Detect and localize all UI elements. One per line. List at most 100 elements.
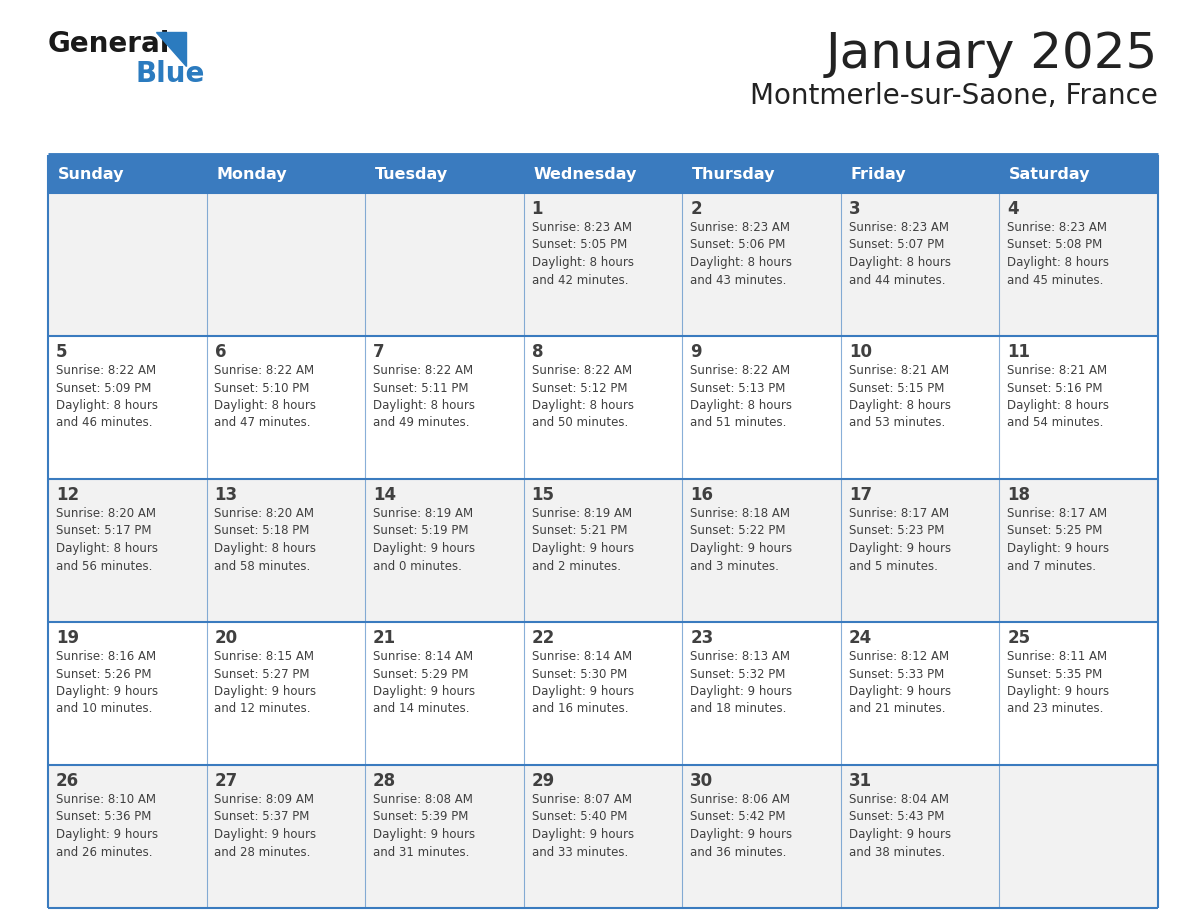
Bar	[682, 765, 841, 908]
Text: 19: 19	[56, 629, 80, 647]
Text: Sunrise: 8:23 AM
Sunset: 5:06 PM
Daylight: 8 hours
and 43 minutes.: Sunrise: 8:23 AM Sunset: 5:06 PM Dayligh…	[690, 221, 792, 286]
Text: Blue: Blue	[135, 60, 206, 88]
Bar	[48, 765, 207, 908]
Text: January 2025: January 2025	[826, 30, 1158, 78]
Bar	[48, 155, 1158, 193]
Text: 29: 29	[532, 772, 555, 790]
Text: 15: 15	[532, 486, 555, 504]
Bar	[207, 336, 365, 479]
Bar	[999, 193, 1158, 336]
Text: 11: 11	[1007, 343, 1030, 361]
Text: General: General	[48, 30, 170, 58]
Text: 18: 18	[1007, 486, 1030, 504]
Text: 7: 7	[373, 343, 385, 361]
Text: Sunrise: 8:04 AM
Sunset: 5:43 PM
Daylight: 9 hours
and 38 minutes.: Sunrise: 8:04 AM Sunset: 5:43 PM Dayligh…	[848, 793, 950, 858]
Text: 12: 12	[56, 486, 80, 504]
Text: Sunrise: 8:06 AM
Sunset: 5:42 PM
Daylight: 9 hours
and 36 minutes.: Sunrise: 8:06 AM Sunset: 5:42 PM Dayligh…	[690, 793, 792, 858]
Bar	[207, 193, 365, 336]
Text: 31: 31	[848, 772, 872, 790]
Bar	[999, 479, 1158, 622]
Bar	[48, 193, 207, 336]
Text: Saturday: Saturday	[1009, 166, 1091, 182]
Text: Sunrise: 8:20 AM
Sunset: 5:17 PM
Daylight: 8 hours
and 56 minutes.: Sunrise: 8:20 AM Sunset: 5:17 PM Dayligh…	[56, 507, 158, 573]
Text: 17: 17	[848, 486, 872, 504]
Text: Sunrise: 8:17 AM
Sunset: 5:23 PM
Daylight: 9 hours
and 5 minutes.: Sunrise: 8:17 AM Sunset: 5:23 PM Dayligh…	[848, 507, 950, 573]
Text: 13: 13	[215, 486, 238, 504]
Bar	[841, 193, 999, 336]
Text: Sunrise: 8:23 AM
Sunset: 5:08 PM
Daylight: 8 hours
and 45 minutes.: Sunrise: 8:23 AM Sunset: 5:08 PM Dayligh…	[1007, 221, 1110, 286]
Polygon shape	[156, 32, 187, 66]
Text: Sunrise: 8:19 AM
Sunset: 5:19 PM
Daylight: 9 hours
and 0 minutes.: Sunrise: 8:19 AM Sunset: 5:19 PM Dayligh…	[373, 507, 475, 573]
Text: Sunrise: 8:16 AM
Sunset: 5:26 PM
Daylight: 9 hours
and 10 minutes.: Sunrise: 8:16 AM Sunset: 5:26 PM Dayligh…	[56, 650, 158, 715]
Text: 23: 23	[690, 629, 714, 647]
Text: 25: 25	[1007, 629, 1030, 647]
Text: Sunrise: 8:21 AM
Sunset: 5:16 PM
Daylight: 8 hours
and 54 minutes.: Sunrise: 8:21 AM Sunset: 5:16 PM Dayligh…	[1007, 364, 1110, 430]
Bar	[524, 336, 682, 479]
Text: 3: 3	[848, 200, 860, 218]
Bar	[999, 765, 1158, 908]
Bar	[365, 622, 524, 765]
Bar	[999, 622, 1158, 765]
Bar	[365, 336, 524, 479]
Text: 4: 4	[1007, 200, 1019, 218]
Text: Sunrise: 8:14 AM
Sunset: 5:29 PM
Daylight: 9 hours
and 14 minutes.: Sunrise: 8:14 AM Sunset: 5:29 PM Dayligh…	[373, 650, 475, 715]
Bar	[365, 765, 524, 908]
Text: Sunrise: 8:18 AM
Sunset: 5:22 PM
Daylight: 9 hours
and 3 minutes.: Sunrise: 8:18 AM Sunset: 5:22 PM Dayligh…	[690, 507, 792, 573]
Text: 27: 27	[215, 772, 238, 790]
Text: 10: 10	[848, 343, 872, 361]
Bar	[365, 193, 524, 336]
Bar	[524, 765, 682, 908]
Text: 28: 28	[373, 772, 396, 790]
Text: Sunrise: 8:22 AM
Sunset: 5:12 PM
Daylight: 8 hours
and 50 minutes.: Sunrise: 8:22 AM Sunset: 5:12 PM Dayligh…	[532, 364, 633, 430]
Bar	[48, 336, 207, 479]
Text: 5: 5	[56, 343, 68, 361]
Text: 8: 8	[532, 343, 543, 361]
Text: Monday: Monday	[216, 166, 286, 182]
Text: Thursday: Thursday	[691, 166, 776, 182]
Bar	[682, 622, 841, 765]
Text: 24: 24	[848, 629, 872, 647]
Text: 6: 6	[215, 343, 226, 361]
Text: 30: 30	[690, 772, 713, 790]
Text: Sunrise: 8:14 AM
Sunset: 5:30 PM
Daylight: 9 hours
and 16 minutes.: Sunrise: 8:14 AM Sunset: 5:30 PM Dayligh…	[532, 650, 633, 715]
Bar	[841, 479, 999, 622]
Bar	[48, 479, 207, 622]
Text: Sunrise: 8:22 AM
Sunset: 5:09 PM
Daylight: 8 hours
and 46 minutes.: Sunrise: 8:22 AM Sunset: 5:09 PM Dayligh…	[56, 364, 158, 430]
Text: 20: 20	[215, 629, 238, 647]
Text: Sunrise: 8:19 AM
Sunset: 5:21 PM
Daylight: 9 hours
and 2 minutes.: Sunrise: 8:19 AM Sunset: 5:21 PM Dayligh…	[532, 507, 633, 573]
Bar	[841, 765, 999, 908]
Text: Tuesday: Tuesday	[374, 166, 448, 182]
Text: Friday: Friday	[851, 166, 906, 182]
Text: 2: 2	[690, 200, 702, 218]
Text: Sunrise: 8:20 AM
Sunset: 5:18 PM
Daylight: 8 hours
and 58 minutes.: Sunrise: 8:20 AM Sunset: 5:18 PM Dayligh…	[215, 507, 316, 573]
Text: Sunrise: 8:22 AM
Sunset: 5:11 PM
Daylight: 8 hours
and 49 minutes.: Sunrise: 8:22 AM Sunset: 5:11 PM Dayligh…	[373, 364, 475, 430]
Bar	[524, 193, 682, 336]
Text: 14: 14	[373, 486, 396, 504]
Bar	[999, 336, 1158, 479]
Text: 26: 26	[56, 772, 80, 790]
Text: Sunrise: 8:23 AM
Sunset: 5:05 PM
Daylight: 8 hours
and 42 minutes.: Sunrise: 8:23 AM Sunset: 5:05 PM Dayligh…	[532, 221, 633, 286]
Text: 21: 21	[373, 629, 396, 647]
Text: Sunrise: 8:08 AM
Sunset: 5:39 PM
Daylight: 9 hours
and 31 minutes.: Sunrise: 8:08 AM Sunset: 5:39 PM Dayligh…	[373, 793, 475, 858]
Text: Montmerle-sur-Saone, France: Montmerle-sur-Saone, France	[750, 82, 1158, 110]
Text: 22: 22	[532, 629, 555, 647]
Bar	[207, 765, 365, 908]
Text: Sunrise: 8:15 AM
Sunset: 5:27 PM
Daylight: 9 hours
and 12 minutes.: Sunrise: 8:15 AM Sunset: 5:27 PM Dayligh…	[215, 650, 317, 715]
Text: Sunrise: 8:22 AM
Sunset: 5:13 PM
Daylight: 8 hours
and 51 minutes.: Sunrise: 8:22 AM Sunset: 5:13 PM Dayligh…	[690, 364, 792, 430]
Text: Sunrise: 8:11 AM
Sunset: 5:35 PM
Daylight: 9 hours
and 23 minutes.: Sunrise: 8:11 AM Sunset: 5:35 PM Dayligh…	[1007, 650, 1110, 715]
Text: Wednesday: Wednesday	[533, 166, 637, 182]
Bar	[524, 479, 682, 622]
Text: Sunrise: 8:10 AM
Sunset: 5:36 PM
Daylight: 9 hours
and 26 minutes.: Sunrise: 8:10 AM Sunset: 5:36 PM Dayligh…	[56, 793, 158, 858]
Text: Sunrise: 8:07 AM
Sunset: 5:40 PM
Daylight: 9 hours
and 33 minutes.: Sunrise: 8:07 AM Sunset: 5:40 PM Dayligh…	[532, 793, 633, 858]
Bar	[682, 336, 841, 479]
Text: Sunrise: 8:17 AM
Sunset: 5:25 PM
Daylight: 9 hours
and 7 minutes.: Sunrise: 8:17 AM Sunset: 5:25 PM Dayligh…	[1007, 507, 1110, 573]
Text: Sunrise: 8:12 AM
Sunset: 5:33 PM
Daylight: 9 hours
and 21 minutes.: Sunrise: 8:12 AM Sunset: 5:33 PM Dayligh…	[848, 650, 950, 715]
Text: Sunrise: 8:22 AM
Sunset: 5:10 PM
Daylight: 8 hours
and 47 minutes.: Sunrise: 8:22 AM Sunset: 5:10 PM Dayligh…	[215, 364, 316, 430]
Bar	[524, 622, 682, 765]
Bar	[207, 479, 365, 622]
Bar	[207, 622, 365, 765]
Bar	[48, 622, 207, 765]
Text: 9: 9	[690, 343, 702, 361]
Text: Sunrise: 8:13 AM
Sunset: 5:32 PM
Daylight: 9 hours
and 18 minutes.: Sunrise: 8:13 AM Sunset: 5:32 PM Dayligh…	[690, 650, 792, 715]
Text: 1: 1	[532, 200, 543, 218]
